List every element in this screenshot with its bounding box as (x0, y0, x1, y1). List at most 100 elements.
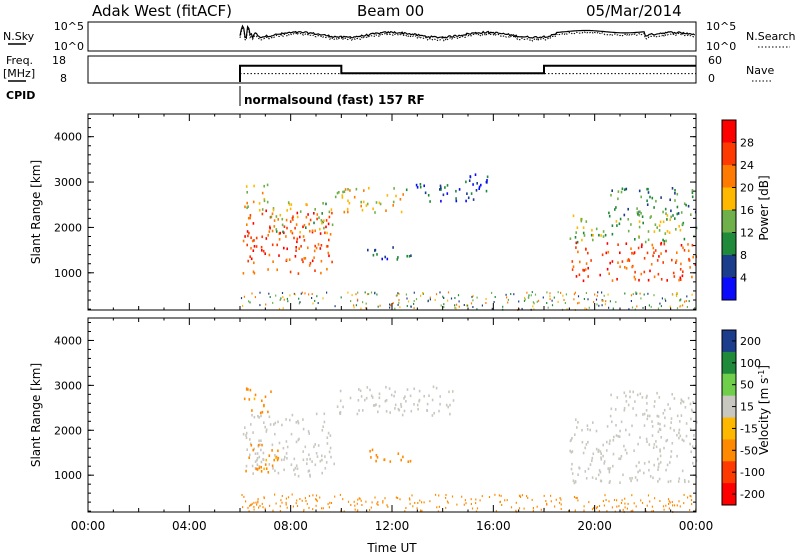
data-cell (581, 238, 583, 242)
data-cell (452, 399, 455, 402)
data-cell (657, 430, 660, 434)
data-cell (306, 458, 308, 461)
data-cell (590, 233, 593, 237)
data-cell (634, 270, 636, 274)
ground-scatter-cell (526, 291, 528, 294)
data-cell (678, 436, 680, 440)
data-cell (331, 260, 333, 264)
data-cell (252, 431, 254, 434)
data-cell (447, 405, 449, 409)
data-cell (595, 477, 597, 480)
data-cell (314, 229, 316, 233)
data-cell (321, 221, 323, 225)
ground-scatter-cell (413, 291, 415, 294)
data-cell (256, 457, 259, 460)
data-cell (246, 230, 249, 233)
ground-scatter-cell (476, 308, 478, 311)
data-cell (649, 195, 651, 199)
data-cell (339, 411, 342, 414)
noise-panel: N.Sky 10^5 10^0 10^5 10^0 N.Search (3, 20, 796, 53)
data-cell (615, 434, 618, 437)
data-cell (251, 464, 254, 468)
data-cell (656, 414, 659, 418)
data-cell (440, 186, 442, 189)
ground-scatter-cell (575, 497, 577, 499)
ground-scatter-cell (557, 300, 559, 303)
ground-scatter-cell (253, 501, 255, 504)
ground-scatter-cell (609, 300, 611, 303)
ground-scatter-cell (493, 301, 495, 303)
data-cell (296, 215, 299, 219)
freq-ytick-bottom: 8 (60, 72, 67, 85)
data-cell (250, 444, 253, 447)
data-cell (676, 454, 678, 458)
ground-scatter-cell (367, 293, 369, 296)
data-cell (683, 237, 686, 241)
ground-scatter-cell (685, 300, 687, 302)
data-cell (263, 184, 265, 188)
ground-scatter-cell (412, 505, 414, 508)
power-colorbar-label: Power [dB] (757, 175, 771, 240)
data-cell (327, 251, 330, 255)
data-cell (254, 393, 257, 397)
data-cell (669, 198, 671, 202)
data-cell (627, 218, 629, 221)
data-cell (670, 421, 672, 424)
ground-scatter-cell (543, 494, 545, 497)
data-cell (263, 404, 265, 408)
ground-scatter-cell (565, 293, 567, 296)
data-cell (313, 256, 315, 259)
ground-scatter-cell (429, 296, 431, 299)
ground-scatter-cell (429, 500, 431, 503)
data-cell (647, 238, 650, 242)
data-cell (272, 260, 274, 263)
ground-scatter-cell (605, 499, 607, 501)
data-cell (575, 231, 577, 234)
cpid-row: CPID normalsound (fast) 157 RF (6, 86, 425, 107)
data-cell (646, 417, 649, 421)
data-cell (252, 249, 255, 252)
ground-scatter-cell (518, 494, 521, 497)
data-cell (631, 251, 633, 255)
data-cell (305, 203, 307, 206)
data-cell (439, 184, 442, 188)
data-cell (587, 275, 589, 278)
ground-scatter-cell (667, 498, 670, 501)
data-cell (275, 215, 278, 218)
ground-scatter-cell (463, 503, 465, 506)
ground-scatter-cell (546, 503, 548, 506)
ground-scatter-cell (577, 295, 580, 298)
data-cell (665, 468, 667, 472)
data-cell (639, 210, 641, 213)
data-cell (666, 230, 669, 233)
ground-scatter-cell (663, 508, 665, 511)
data-cell (585, 443, 588, 446)
data-cell (256, 463, 259, 466)
data-cell (583, 269, 585, 272)
data-cell (691, 243, 694, 247)
ground-scatter-cell (440, 304, 442, 307)
data-cell (681, 274, 684, 278)
data-cell (604, 233, 607, 237)
data-cell (575, 241, 578, 245)
data-cell (294, 466, 297, 470)
data-cell (308, 469, 311, 472)
data-cell (649, 475, 652, 478)
data-cell (575, 418, 577, 421)
data-cell (281, 217, 284, 221)
ground-scatter-cell (322, 507, 324, 510)
ground-scatter-cell (243, 295, 245, 298)
ground-scatter-cell (258, 506, 260, 509)
data-cell (446, 192, 449, 195)
ground-scatter-cell (314, 299, 316, 302)
data-cell (646, 402, 648, 405)
data-cell (674, 192, 676, 195)
data-cell (303, 223, 306, 227)
data-cell (648, 460, 650, 464)
data-cell (319, 227, 321, 231)
data-cell (406, 254, 408, 258)
ground-scatter-cell (653, 294, 655, 297)
ground-scatter-cell (368, 293, 370, 295)
data-cell (259, 411, 262, 415)
